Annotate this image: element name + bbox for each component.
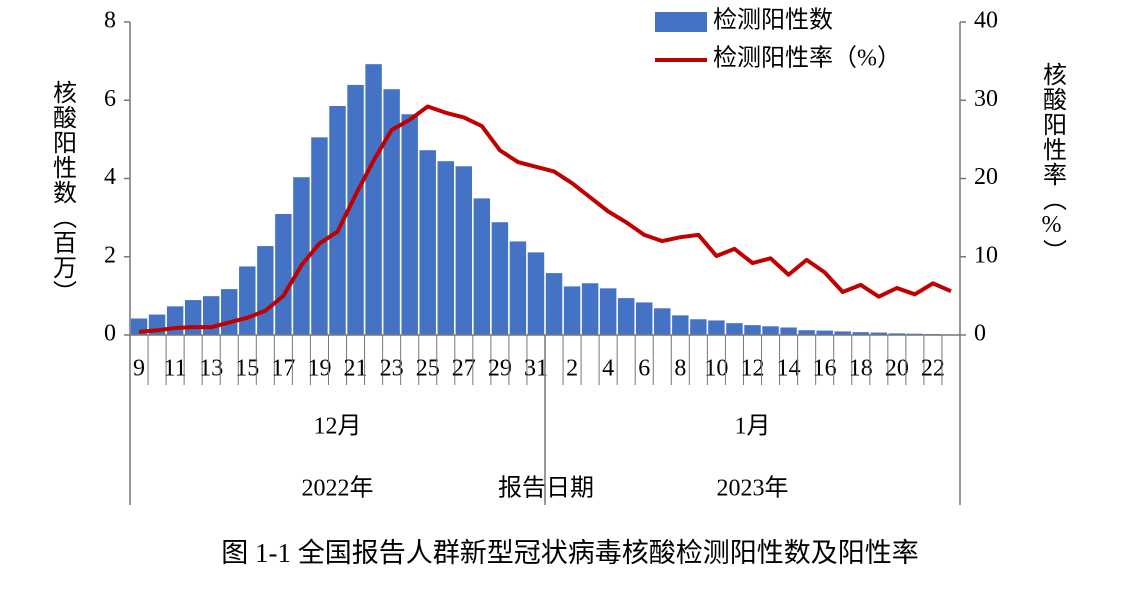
- x-tick-label: 10: [704, 356, 728, 382]
- bar: [581, 282, 599, 336]
- bar: [707, 319, 726, 336]
- bar: [509, 240, 527, 336]
- legend-swatch: [655, 12, 707, 32]
- x-tick-label: 29: [488, 356, 512, 382]
- legend-label: 检测阳性率（%）: [713, 45, 901, 72]
- bar: [310, 136, 329, 336]
- x-tick-label: 6: [638, 356, 650, 382]
- x-tick-label: 23: [380, 356, 404, 382]
- bar: [599, 287, 617, 336]
- bar: [653, 307, 672, 336]
- bar: [563, 285, 581, 336]
- x-tick-label: 19: [307, 356, 331, 382]
- bar: [689, 318, 708, 336]
- x-tick-label: 14: [777, 356, 801, 382]
- x-tick-label: 21: [344, 356, 368, 382]
- bar: [473, 197, 491, 336]
- y2-tick-label: 20: [974, 164, 998, 190]
- bar: [454, 165, 473, 336]
- x-tick-label: 16: [813, 356, 837, 382]
- x-tick-label: 31: [524, 356, 548, 382]
- bar: [527, 251, 545, 336]
- bar: [635, 301, 654, 336]
- month-label: 12月: [314, 414, 362, 440]
- line-series: [138, 104, 952, 334]
- x-tick-label: 18: [849, 356, 873, 382]
- bar: [725, 322, 744, 336]
- bar: [364, 63, 383, 336]
- x-tick-label: 2: [566, 356, 578, 382]
- bar: [256, 245, 275, 336]
- x-tick-label: 11: [164, 356, 187, 382]
- y2-tick-label: 30: [974, 86, 998, 112]
- bar: [617, 297, 636, 336]
- x-tick-label: 4: [602, 356, 614, 382]
- bar: [743, 324, 762, 336]
- bar: [436, 160, 455, 336]
- bar: [797, 329, 816, 336]
- y-tick-label: 6: [104, 86, 116, 112]
- bar: [545, 272, 563, 336]
- x-tick-label: 17: [271, 356, 295, 382]
- bar: [220, 288, 239, 336]
- x-tick-label: 8: [674, 356, 686, 382]
- y-tick-label: 2: [104, 242, 116, 268]
- legend-label: 检测阳性数: [713, 7, 833, 34]
- year-label: 2023年: [717, 475, 789, 502]
- year-label: 2022年: [302, 475, 374, 502]
- x-tick-label: 22: [921, 356, 945, 382]
- chart-title: 图 1-1 全国报告人群新型冠状病毒核酸检测阳性数及阳性率: [221, 538, 919, 568]
- y2-tick-label: 10: [974, 242, 998, 268]
- x-tick-label: 20: [885, 356, 909, 382]
- bar: [274, 213, 293, 336]
- x-tick-label: 25: [416, 356, 440, 382]
- y2-tick-label: 0: [974, 321, 986, 347]
- month-label: 1月: [735, 414, 771, 440]
- bar: [400, 113, 419, 336]
- bar: [671, 314, 690, 336]
- y-tick-label: 8: [104, 8, 116, 34]
- y-tick-label: 4: [104, 164, 116, 190]
- x-tick-label: 15: [235, 356, 259, 382]
- x-tick-label: 12: [741, 356, 765, 382]
- y2-axis-label: 核酸阳性率（%）: [1038, 62, 1066, 264]
- bar: [184, 299, 202, 336]
- bar: [761, 325, 780, 336]
- y2-tick-label: 40: [974, 8, 998, 34]
- y-tick-label: 0: [104, 321, 116, 347]
- bar: [779, 326, 798, 336]
- x-tick-label: 9: [133, 356, 145, 382]
- bar: [491, 221, 509, 336]
- bar: [238, 265, 257, 336]
- x-tick-label: 13: [199, 356, 223, 382]
- y-axis-label: 核酸阳性数（百万）: [48, 80, 76, 305]
- x-tick-label: 27: [452, 356, 476, 382]
- x-axis-label: 报告日期: [498, 475, 594, 502]
- bar: [418, 149, 437, 336]
